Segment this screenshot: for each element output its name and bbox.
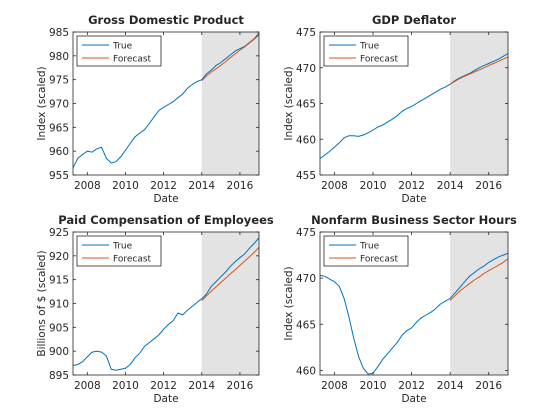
legend-label: True: [359, 242, 380, 252]
y-tick-label: 455: [296, 170, 316, 182]
x-tick-label: 2012: [150, 380, 177, 392]
x-tick-label: 2012: [150, 180, 177, 192]
series-forecast-line: [449, 56, 508, 85]
forecast-shade: [450, 32, 508, 175]
chart-title: GDP Deflator: [372, 13, 456, 27]
y-tick-label: 900: [49, 346, 69, 358]
series-true-line: [320, 53, 508, 160]
legend-label: Forecast: [360, 55, 399, 65]
y-tick-label: 915: [49, 275, 69, 287]
series-true-line: [320, 252, 508, 375]
chart-title: Gross Domestic Product: [88, 13, 244, 27]
x-tick-label: 2014: [437, 180, 464, 192]
forecast-shade: [201, 232, 259, 375]
y-tick-label: 475: [296, 27, 316, 39]
chart-title: Nonfarm Business Sector Hours: [311, 213, 517, 227]
x-axis-label: Date: [153, 193, 178, 205]
y-tick-label: 960: [49, 146, 69, 158]
y-tick-label: 895: [49, 370, 69, 382]
x-tick-label: 2016: [475, 180, 502, 192]
x-tick-label: 2010: [112, 180, 139, 192]
y-axis-label: Index (scaled): [283, 66, 295, 140]
x-tick-label: 2010: [112, 380, 139, 392]
legend-label: Forecast: [360, 255, 399, 265]
y-axis-label: Billions of $ (scaled): [36, 250, 48, 356]
y-tick-label: 925: [49, 227, 69, 239]
series-true-line: [73, 237, 259, 371]
x-tick-label: 2012: [398, 180, 425, 192]
x-axis-label: Date: [153, 393, 178, 405]
chart-title: Paid Compensation of Employees: [58, 213, 274, 227]
x-tick-label: 2008: [74, 180, 101, 192]
x-tick-label: 2014: [188, 380, 215, 392]
y-tick-label: 965: [49, 122, 69, 134]
legend-label: Forecast: [113, 55, 152, 65]
x-tick-label: 2010: [360, 380, 387, 392]
axes-box: [319, 231, 509, 376]
x-tick-label: 2012: [398, 380, 425, 392]
series-forecast-line: [201, 34, 259, 81]
legend-label: True: [112, 42, 133, 52]
y-tick-label: 920: [49, 251, 69, 263]
y-tick-label: 955: [49, 170, 69, 182]
legend-box: [323, 235, 409, 267]
y-tick-label: 970: [49, 99, 69, 111]
x-tick-label: 2016: [227, 380, 254, 392]
y-tick-label: 910: [49, 299, 69, 311]
y-axis-label: Index (scaled): [283, 266, 295, 340]
y-tick-label: 465: [296, 319, 316, 331]
x-tick-label: 2016: [227, 180, 254, 192]
y-tick-label: 470: [296, 63, 316, 75]
y-tick-label: 460: [296, 134, 316, 146]
x-tick-label: 2008: [321, 180, 348, 192]
x-tick-label: 2010: [360, 180, 387, 192]
x-axis-label: Date: [401, 193, 426, 205]
series-true-line: [73, 32, 259, 169]
y-tick-label: 460: [296, 365, 316, 377]
legend-label: True: [359, 42, 380, 52]
legend-label: Forecast: [113, 255, 152, 265]
chart-panel: 2008 2010 2012 2014 2016 955 960 965 970 975 980 98…: [36, 13, 260, 205]
x-axis-label: Date: [401, 393, 426, 405]
y-tick-label: 905: [49, 322, 69, 334]
legend-box: [76, 35, 162, 67]
legend-box: [323, 35, 409, 67]
forecast-shade: [450, 232, 508, 375]
series-forecast-line: [201, 246, 259, 301]
forecast-shade: [201, 32, 259, 175]
y-tick-label: 985: [49, 27, 69, 39]
chart-panel: 2008 2010 2012 2014 2016 460 465 470 475Nonfarm …: [283, 213, 517, 405]
x-tick-label: 2016: [475, 380, 502, 392]
legend-label: True: [112, 242, 133, 252]
y-tick-label: 980: [49, 51, 69, 63]
y-tick-label: 975: [49, 75, 69, 87]
chart-panel: 2008 2010 2012 2014 2016 455 460 465 470 475 GDP D…: [283, 13, 509, 205]
series-forecast-line: [449, 258, 508, 301]
x-tick-label: 2008: [321, 380, 348, 392]
y-tick-label: 470: [296, 273, 316, 285]
x-tick-label: 2014: [188, 180, 215, 192]
x-tick-label: 2008: [74, 380, 101, 392]
legend-box: [76, 235, 162, 267]
y-tick-label: 475: [296, 227, 316, 239]
y-axis-label: Index (scaled): [36, 66, 48, 140]
y-tick-label: 465: [296, 99, 316, 111]
chart-panel: 2008 2010 2012 2014 2016 895 900 905 910 915 920 92…: [36, 213, 274, 405]
x-tick-label: 2014: [437, 380, 464, 392]
